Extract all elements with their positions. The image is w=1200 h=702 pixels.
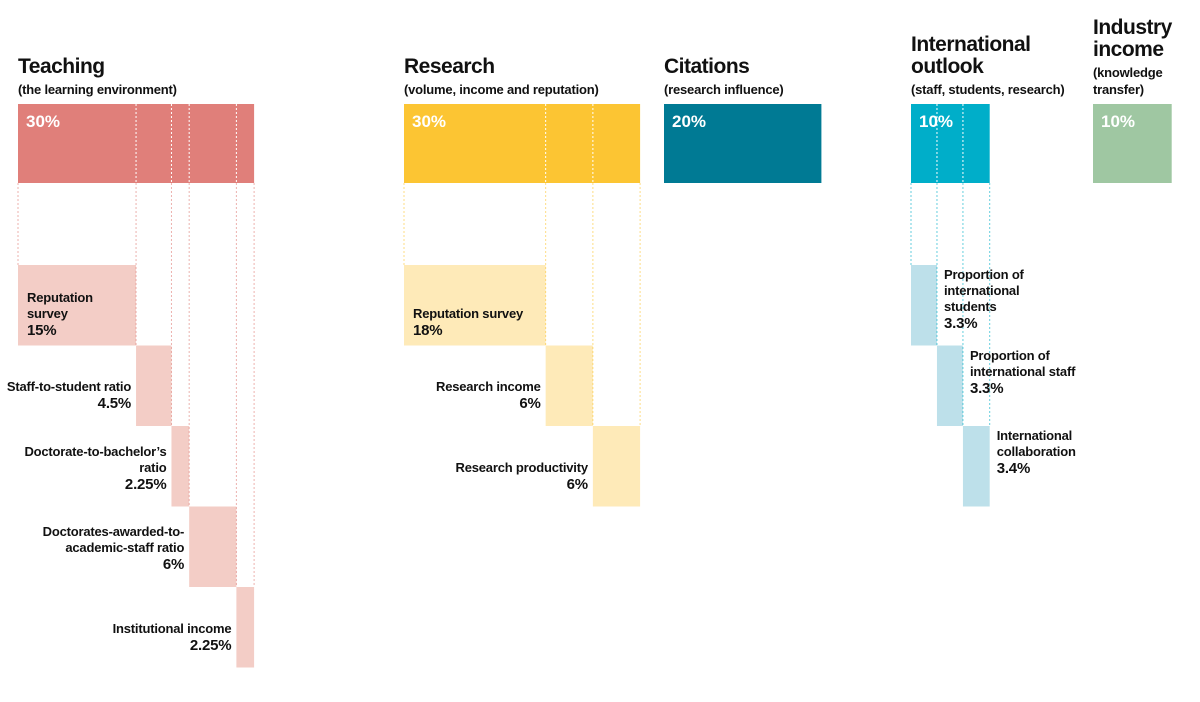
pillar-title: Teaching <box>18 55 105 78</box>
sub-weight: 3.4% <box>996 460 1031 477</box>
pillar-subtitle: (volume, income and reputation) <box>404 82 599 97</box>
sub-label: Research income 6% <box>391 379 541 412</box>
sub-box <box>189 506 237 587</box>
sub-label: Reputation survey 18% <box>413 306 541 339</box>
sub-box <box>18 265 137 346</box>
pillar-header: Citations (research influence) <box>664 0 864 98</box>
sub-label: Institutional income 2.25% <box>81 620 232 654</box>
pillar-header: International outlook (staff, students, r… <box>911 0 1071 98</box>
sub-name: Doctorate-to-bachelor’s ratio <box>24 443 167 475</box>
sub-weight: 6% <box>519 395 541 412</box>
pillar-weight: 30% <box>26 112 61 131</box>
pillar-weight: 20% <box>672 112 707 131</box>
pillar-box <box>911 104 990 183</box>
sub-weight: 15% <box>27 321 57 339</box>
sub-weight: 3.3% <box>969 379 1004 397</box>
sub-label: Reputation survey 15% <box>27 290 131 339</box>
sub-box <box>136 345 172 426</box>
sub-name: International collaboration <box>996 428 1076 459</box>
sub-weight: 6% <box>566 475 588 493</box>
sub-box <box>962 426 990 507</box>
sub-box <box>911 265 937 346</box>
sub-name: Doctorates-awarded-to-academic-staff rat… <box>42 524 185 555</box>
pillar-title: Industry income <box>1093 16 1172 61</box>
sub-label: Proportion of international students 3.3% <box>944 267 1072 332</box>
sub-weight: 2.25% <box>189 636 232 654</box>
sub-label: Staff-to-student ratio 4.5% <box>0 379 131 412</box>
sub-label: Doctorates-awarded-to-academic-staff rat… <box>34 524 185 573</box>
pillar-box <box>404 104 641 183</box>
pillar-subtitle: (staff, students, research) <box>911 82 1065 97</box>
sub-label: Proportion of international staff 3.3% <box>970 348 1098 397</box>
sub-weight: 6% <box>162 556 185 573</box>
sub-label: Doctorate-to-bachelor’s ratio 2.25% <box>16 444 166 493</box>
sub-name: Staff-to-student ratio <box>6 379 132 394</box>
pillar-weight: 10% <box>1101 112 1136 131</box>
pillar-box <box>1093 104 1172 183</box>
sub-label: Research productivity 6% <box>438 459 589 493</box>
sub-name: Research productivity <box>455 459 589 475</box>
sub-label: International collaboration 3.4% <box>997 428 1125 477</box>
sub-name: Research income <box>436 379 541 394</box>
sub-name: Institutional income <box>112 620 232 636</box>
sub-name: Proportion of international staff <box>969 347 1076 379</box>
pillar-subtitle: (knowledge transfer) <box>1093 65 1163 97</box>
sub-box <box>171 426 190 507</box>
sub-name: Proportion of international students <box>943 267 1024 314</box>
pillar-box <box>664 104 822 183</box>
pillar-title: International outlook <box>911 33 1031 78</box>
sub-box <box>545 345 593 426</box>
pillar-header: Industry income (knowledge transfer) <box>1093 0 1200 98</box>
pillar-subtitle: (research influence) <box>664 82 784 97</box>
pillar-title: Citations <box>664 55 750 78</box>
pillar-weight: 10% <box>919 112 954 131</box>
sub-name: Reputation survey <box>413 305 524 321</box>
sub-weight: 4.5% <box>97 395 132 412</box>
sub-name: Reputation survey <box>27 289 93 321</box>
sub-weight: 2.25% <box>124 475 167 493</box>
sub-box <box>936 345 963 426</box>
sub-box <box>236 587 255 668</box>
sub-weight: 3.3% <box>943 315 978 332</box>
sub-weight: 18% <box>413 321 443 339</box>
sub-box <box>404 265 546 346</box>
pillar-title: Research <box>404 55 495 78</box>
pillar-header: Teaching (the learning environment) <box>18 0 318 98</box>
pillar-weight: 30% <box>412 112 447 131</box>
pillar-subtitle: (the learning environment) <box>18 82 177 97</box>
sub-box <box>592 426 641 507</box>
pillar-header: Research (volume, income and reputation) <box>404 0 654 98</box>
